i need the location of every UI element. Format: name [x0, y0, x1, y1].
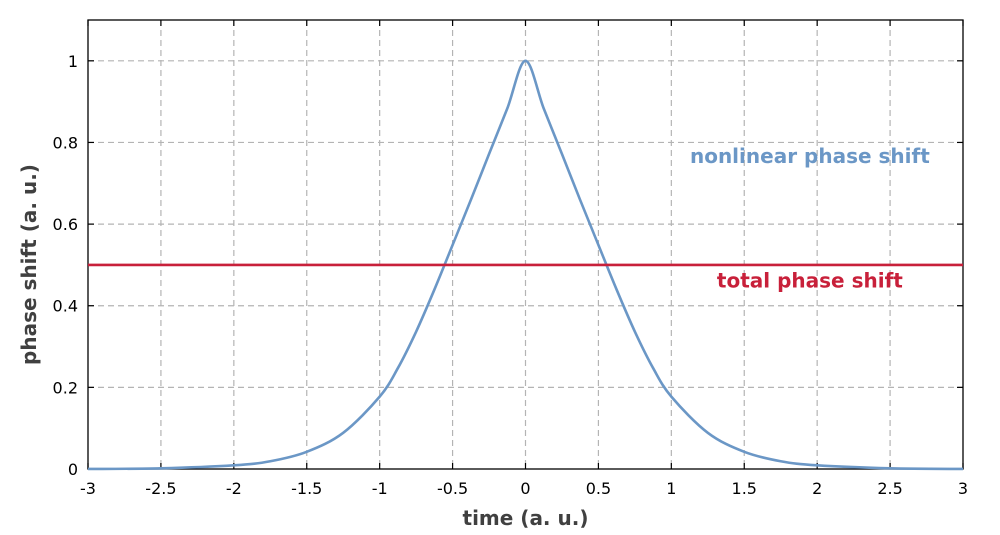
y-tick-label: 0.8: [53, 133, 78, 152]
x-tick-label: 3: [958, 479, 968, 498]
x-tick-label: -3: [80, 479, 96, 498]
x-tick-label: -2: [226, 479, 242, 498]
axis-ticks: [87, 20, 964, 470]
x-tick-label: 0: [520, 479, 530, 498]
x-tick-label: 1.5: [732, 479, 757, 498]
x-tick-label: 0.5: [586, 479, 611, 498]
y-tick-labels: 0 0.2 0.4 0.6 0.8 1: [53, 52, 78, 479]
y-tick-label: 1: [68, 52, 78, 71]
x-tick-label: 2: [812, 479, 822, 498]
x-tick-label: -1: [372, 479, 388, 498]
data-series: [87, 59, 964, 471]
x-tick-label: -1.5: [291, 479, 322, 498]
y-tick-label: 0.4: [53, 297, 78, 316]
nonlinear-phase-shift-annotation: nonlinear phase shift: [690, 144, 930, 168]
x-tick-label: 2.5: [877, 479, 902, 498]
annotations: nonlinear phase shift total phase shift: [690, 144, 930, 292]
nonlinear-phase-shift-line: [87, 59, 964, 471]
y-tick-label: 0: [68, 460, 78, 479]
x-tick-label: -0.5: [437, 479, 468, 498]
x-tick-label: -2.5: [145, 479, 176, 498]
y-tick-label: 0.2: [53, 378, 78, 397]
x-tick-labels: -3 -2.5 -2 -1.5 -1 -0.5 0 0.5 1 1.5 2 2.5 3: [80, 479, 968, 498]
y-axis-label: phase shift (a. u.): [17, 164, 41, 365]
y-tick-label: 0.6: [53, 215, 78, 234]
total-phase-shift-annotation: total phase shift: [717, 268, 903, 292]
grid-lines: [88, 20, 963, 469]
x-tick-label: 1: [666, 479, 676, 498]
x-axis-label: time (a. u.): [463, 506, 589, 530]
